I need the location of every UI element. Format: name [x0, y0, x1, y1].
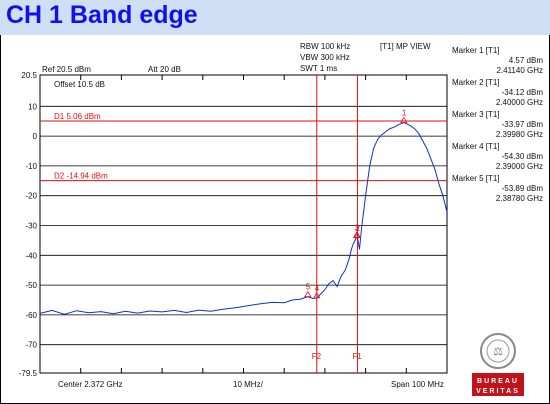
frequency-line-label: F2: [312, 352, 322, 361]
marker-readout-frequency: 2.39980 GHz: [496, 130, 543, 139]
marker-readout-frequency: 2.41140 GHz: [496, 66, 543, 75]
plot-border: [39, 74, 448, 374]
y-tick-label: -50: [25, 281, 37, 290]
y-tick-label: -30: [25, 221, 37, 230]
marker-label: 4: [315, 284, 320, 293]
display-lines: D1 5.06 dBm D2 -14.94 dBm: [40, 112, 447, 182]
marker-label: 1: [402, 108, 407, 117]
ref-level-label: Ref 20.5 dBm: [42, 65, 91, 74]
display-line-label: D2 -14.94 dBm: [54, 172, 108, 181]
spectrum-trace: [39, 121, 448, 315]
marker-point: [400, 116, 408, 123]
swt-label: SWT 1 ms: [300, 64, 337, 73]
bureau-veritas-seal: [480, 333, 516, 369]
y-tick-label: 20.5: [21, 71, 37, 80]
marker-readout-name: Marker 1 [T1]: [452, 46, 500, 55]
y-tick-label: 10: [28, 102, 37, 111]
logo-text-background: [472, 373, 524, 396]
marker-point: [352, 231, 361, 238]
marker-readout-level: -33.97 dBm: [502, 120, 544, 129]
marker-label: 2: [355, 224, 360, 233]
marker-readout-frequency: 2.38780 GHz: [496, 194, 543, 203]
y-tick-label: -60: [25, 311, 37, 320]
marker-readout-level: 4.57 dBm: [509, 56, 544, 65]
frequency-lines: F2 F1: [312, 75, 362, 373]
y-tick-labels: 20.5 10 0 -10 -20 -30 -40 -50 -60 -70 -79.5: [19, 71, 38, 378]
attenuation-label: Att 20 dB: [148, 65, 181, 74]
span-label: Span 100 MHz: [391, 380, 444, 389]
frequency-line-label: F1: [352, 352, 362, 361]
marker-label: 5: [306, 283, 311, 292]
seal-inner-ring: [486, 339, 510, 363]
logo-text-bureau: BUREAU: [477, 378, 519, 385]
marker-readout-level: -53.89 dBm: [502, 184, 544, 193]
marker-readout-name: Marker 2 [T1]: [452, 78, 500, 87]
plot-area: 20.5 10 0 -10 -20 -30 -40 -50 -60 -70 -79.5 D1 5.0…: [19, 71, 448, 378]
grid-lines: [40, 105, 447, 346]
center-frequency-label: Center 2.372 GHz: [58, 380, 122, 389]
marker-point: [353, 231, 362, 239]
view-label: [T1] MP VIEW: [380, 42, 431, 51]
display-line-label: D1 5.06 dBm: [54, 112, 101, 121]
y-tick-label: -70: [25, 341, 37, 350]
x-tick-marks: [80, 75, 407, 373]
page-title: CH 1 Band edge: [6, 1, 198, 29]
y-tick-label: -10: [25, 162, 37, 171]
marker-readout-frequency: 2.40000 GHz: [496, 98, 543, 107]
y-tick-label: -20: [25, 192, 37, 201]
offset-label: Offset 10.5 dB: [54, 80, 105, 89]
division-label: 10 MHz/: [233, 380, 264, 389]
marker-readout-name: Marker 4 [T1]: [452, 142, 500, 151]
marker-readout-level: -34.12 dBm: [502, 88, 544, 97]
y-tick-label: -40: [25, 251, 37, 260]
marker-readout-name: Marker 5 [T1]: [452, 174, 500, 183]
bureau-veritas-logo: ⚖ BUREAU VERITAS: [472, 333, 524, 396]
marker-points: 1 23 45: [304, 108, 408, 299]
marker-readout-name: Marker 3 [T1]: [452, 110, 500, 119]
y-tick-label: 0: [33, 132, 38, 141]
marker-point: [304, 290, 312, 298]
marker-readout-level: -54.30 dBm: [502, 152, 544, 161]
vbw-label: VBW 300 kHz: [300, 53, 350, 62]
marker-label: 3: [355, 223, 360, 232]
rbw-label: RBW 100 kHz: [300, 42, 350, 51]
marker-readout-frequency: 2.39000 GHz: [496, 162, 543, 171]
marker-point: [313, 292, 321, 299]
y-tick-label: -79.5: [19, 369, 38, 378]
title-banner: CH 1 Band edge: [0, 0, 550, 35]
seal-glyph: ⚖: [493, 345, 503, 358]
logo-text-veritas: VERITAS: [476, 388, 520, 395]
